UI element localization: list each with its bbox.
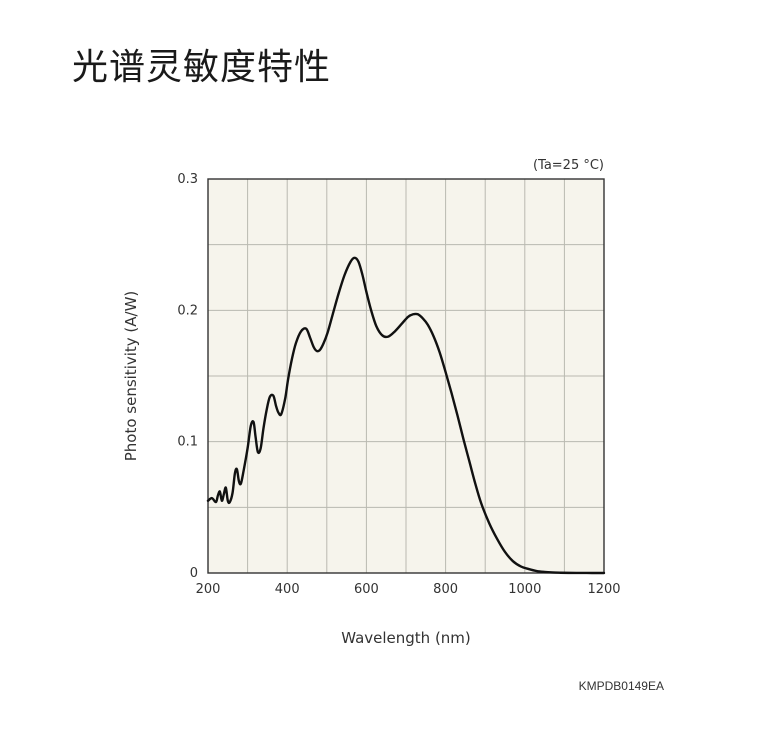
y-tick-label: 0.3 bbox=[177, 172, 198, 187]
page-title: 光谱灵敏度特性 bbox=[72, 47, 332, 88]
y-tick-label: 0.1 bbox=[177, 435, 198, 450]
y-tick-label: 0.2 bbox=[177, 303, 198, 318]
temperature-annotation: (Ta=25 °C) bbox=[533, 158, 604, 173]
x-axis-label: Wavelength (nm) bbox=[341, 629, 471, 647]
y-tick-label: 0 bbox=[190, 566, 198, 581]
x-tick-label: 800 bbox=[433, 582, 458, 597]
x-tick-label: 600 bbox=[354, 582, 379, 597]
tick-labels: 200 400 600 800 1000 1200 0 0.1 0.2 0.3 bbox=[177, 172, 620, 597]
plot-frame bbox=[207, 178, 605, 574]
x-tick-label: 200 bbox=[196, 582, 221, 597]
grid-lines bbox=[208, 179, 604, 573]
x-tick-label: 400 bbox=[275, 582, 300, 597]
x-tick-label: 1200 bbox=[587, 582, 620, 597]
figure-code: KMPDB0149EA bbox=[578, 679, 664, 693]
x-tick-label: 1000 bbox=[508, 582, 541, 597]
y-axis-label: Photo sensitivity (A/W) bbox=[122, 291, 140, 462]
series-line-photo-sensitivity bbox=[206, 256, 606, 575]
